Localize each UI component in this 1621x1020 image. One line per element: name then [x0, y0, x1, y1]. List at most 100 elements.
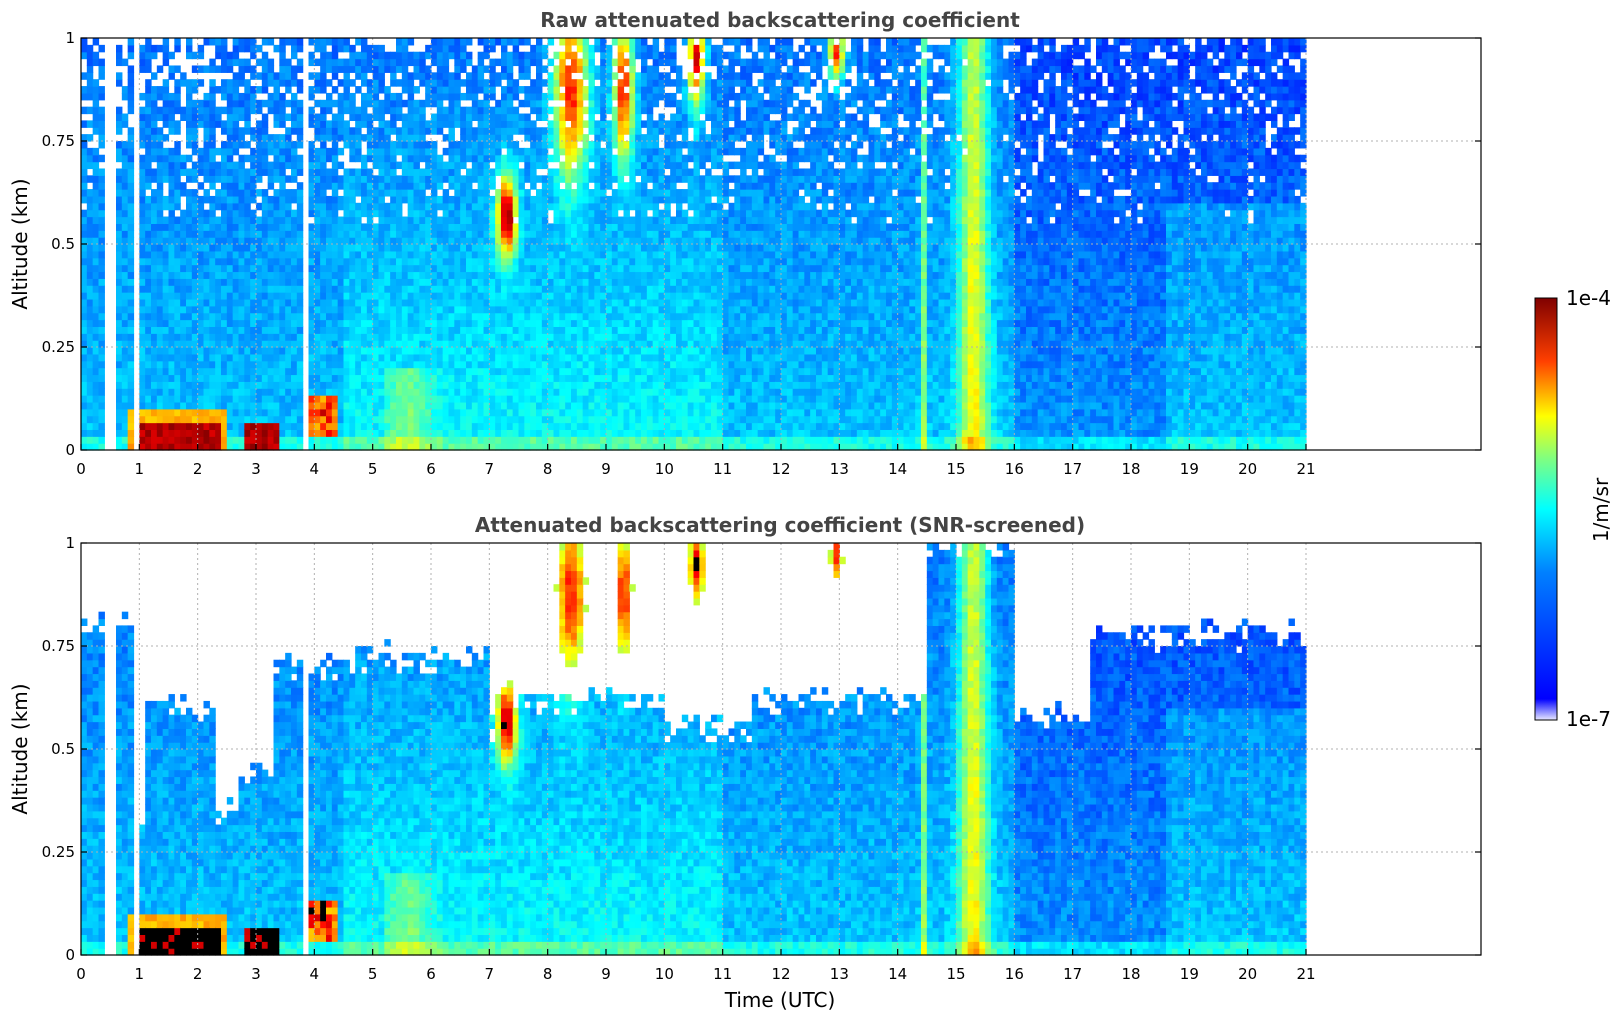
heatmap-cell: [484, 134, 490, 141]
heatmap-cell: [629, 381, 635, 388]
heatmap-cell: [524, 436, 530, 443]
heatmap-cell: [501, 381, 507, 388]
heatmap-cell: [379, 402, 385, 409]
heatmap-cell: [402, 409, 408, 416]
heatmap-cell: [332, 120, 338, 127]
heatmap-cell: [548, 292, 554, 299]
heatmap-cell: [338, 436, 344, 443]
heatmap-cell: [268, 148, 274, 155]
heatmap-cell: [87, 292, 93, 299]
heatmap-cell: [349, 258, 355, 265]
heatmap-cell: [215, 347, 221, 354]
heatmap-cell: [612, 368, 618, 375]
heatmap-cell: [209, 313, 215, 320]
heatmap-cell: [437, 320, 443, 327]
heatmap-cell: [180, 381, 186, 388]
heatmap-cell: [332, 45, 338, 52]
heatmap-cell: [519, 395, 525, 402]
heatmap-cell: [571, 299, 577, 306]
heatmap-cell: [314, 395, 320, 402]
heatmap-cell: [548, 134, 554, 141]
heatmap-cell: [320, 79, 326, 86]
heatmap-cell: [536, 217, 542, 224]
heatmap-cell: [559, 59, 565, 66]
heatmap-cell: [443, 72, 449, 79]
heatmap-cell: [320, 381, 326, 388]
heatmap-cell: [373, 306, 379, 313]
heatmap-cell: [128, 217, 134, 224]
heatmap-cell: [268, 402, 274, 409]
heatmap-cell: [460, 93, 466, 100]
heatmap-cell: [221, 361, 227, 368]
heatmap-cell: [466, 155, 472, 162]
heatmap-cell: [524, 148, 530, 155]
heatmap-cell: [565, 374, 571, 381]
heatmap-cell: [478, 79, 484, 86]
heatmap-cell: [256, 436, 262, 443]
heatmap-cell: [612, 340, 618, 347]
heatmap-cell: [536, 258, 542, 265]
heatmap-cell: [169, 162, 175, 169]
heatmap-cell: [262, 395, 268, 402]
heatmap-cell: [484, 189, 490, 196]
heatmap-cell: [489, 368, 495, 375]
heatmap-cell: [384, 141, 390, 148]
heatmap-cell: [256, 230, 262, 237]
heatmap-cell: [583, 333, 589, 340]
heatmap-cell: [163, 347, 169, 354]
heatmap-cell: [268, 395, 274, 402]
heatmap-cell: [606, 65, 612, 72]
heatmap-cell: [583, 196, 589, 203]
heatmap-cell: [204, 374, 210, 381]
heatmap-cell: [139, 347, 145, 354]
heatmap-cell: [139, 217, 145, 224]
heatmap-cell: [594, 196, 600, 203]
heatmap-cell: [577, 340, 583, 347]
heatmap-cell: [495, 38, 501, 45]
heatmap-cell: [443, 354, 449, 361]
heatmap-cell: [484, 217, 490, 224]
heatmap-cell: [519, 278, 525, 285]
heatmap-cell: [221, 65, 227, 72]
heatmap-cell: [215, 292, 221, 299]
heatmap-cell: [128, 223, 134, 230]
heatmap-cell: [513, 361, 519, 368]
heatmap-cell: [565, 38, 571, 45]
heatmap-cell: [466, 72, 472, 79]
heatmap-cell: [326, 182, 332, 189]
heatmap-cell: [320, 223, 326, 230]
heatmap-cell: [594, 155, 600, 162]
heatmap-cell: [344, 395, 350, 402]
heatmap-cell: [186, 127, 192, 134]
heatmap-cell: [548, 244, 554, 251]
heatmap-cell: [215, 114, 221, 121]
heatmap-cell: [594, 230, 600, 237]
heatmap-cell: [180, 107, 186, 114]
heatmap-cell: [495, 299, 501, 306]
heatmap-cell: [565, 299, 571, 306]
heatmap-cell: [93, 52, 99, 59]
heatmap-cell: [629, 409, 635, 416]
heatmap-cell: [454, 258, 460, 265]
heatmap-cell: [320, 320, 326, 327]
heatmap-cell: [507, 265, 513, 272]
heatmap-cell: [291, 416, 297, 423]
heatmap-cell: [513, 141, 519, 148]
heatmap-cell: [332, 52, 338, 59]
heatmap-cell: [198, 120, 204, 127]
heatmap-cell: [279, 333, 285, 340]
heatmap-cell: [408, 59, 414, 66]
heatmap-cell: [408, 244, 414, 251]
heatmap-cell: [215, 374, 221, 381]
heatmap-cell: [93, 306, 99, 313]
heatmap-cell: [559, 292, 565, 299]
heatmap-cell: [577, 162, 583, 169]
heatmap-cell: [554, 381, 560, 388]
heatmap-cell: [530, 59, 536, 66]
heatmap-cell: [163, 38, 169, 45]
heatmap-cell: [268, 374, 274, 381]
heatmap-cell: [349, 306, 355, 313]
heatmap-cell: [618, 175, 624, 182]
heatmap-cell: [209, 368, 215, 375]
heatmap-cell: [618, 162, 624, 169]
